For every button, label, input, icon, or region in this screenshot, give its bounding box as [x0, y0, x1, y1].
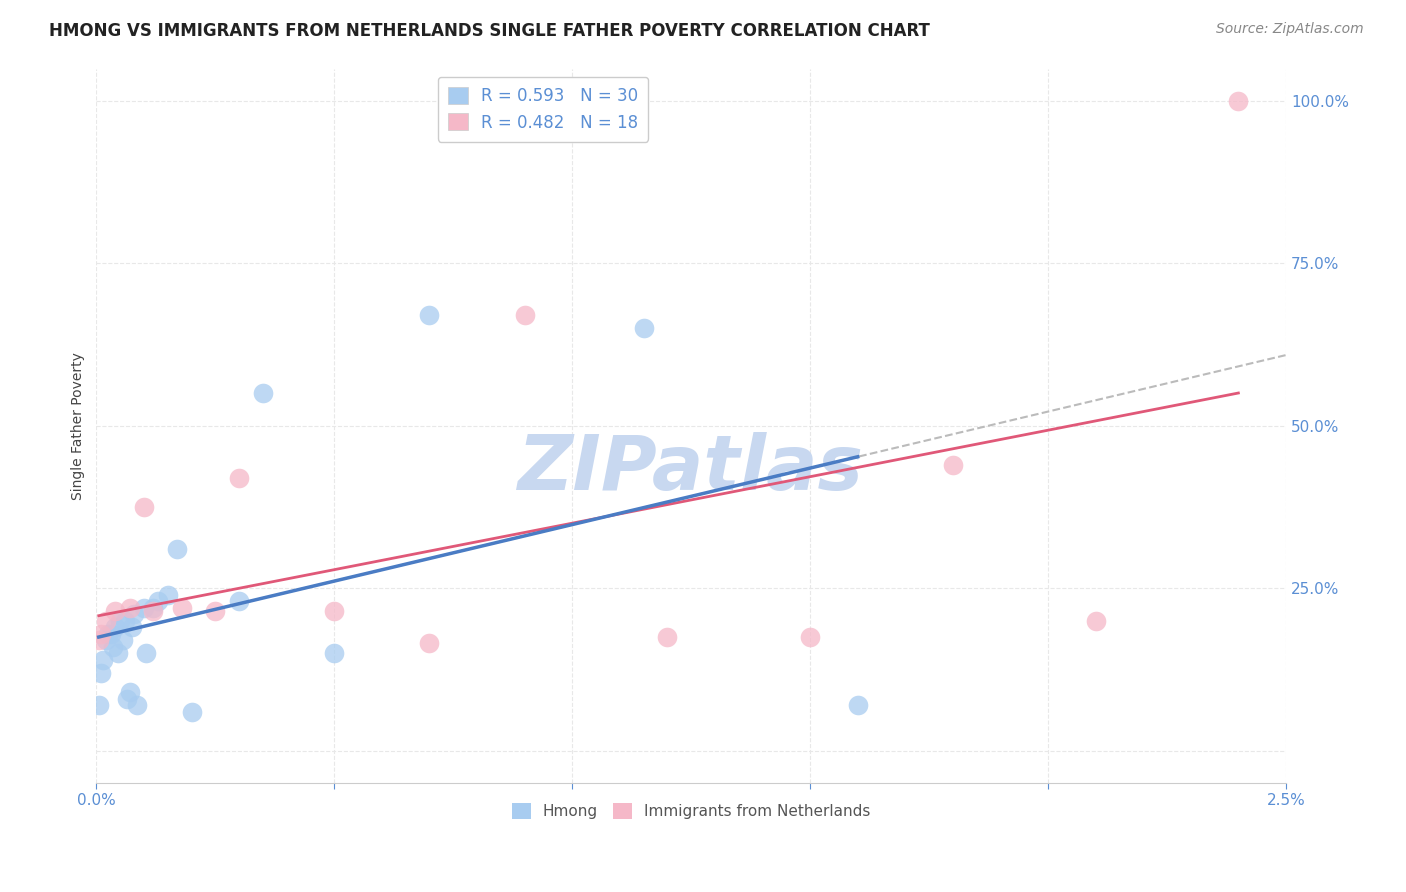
- Point: [104, 604, 127, 618]
- Point: [142, 604, 165, 618]
- Point: [93, 652, 115, 666]
- Point: [94, 614, 117, 628]
- Point: [97, 626, 120, 640]
- Point: [170, 600, 193, 615]
- Point: [104, 620, 127, 634]
- Point: [87, 698, 110, 712]
- Point: [228, 594, 250, 608]
- Point: [132, 600, 155, 615]
- Point: [180, 705, 202, 719]
- Point: [846, 698, 869, 712]
- Point: [942, 458, 965, 472]
- Point: [90, 626, 112, 640]
- Point: [94, 633, 117, 648]
- Text: ZIPatlas: ZIPatlas: [519, 432, 865, 506]
- Point: [142, 600, 165, 615]
- Point: [87, 633, 110, 648]
- Point: [132, 500, 155, 514]
- Text: HMONG VS IMMIGRANTS FROM NETHERLANDS SINGLE FATHER POVERTY CORRELATION CHART: HMONG VS IMMIGRANTS FROM NETHERLANDS SIN…: [49, 22, 931, 40]
- Point: [657, 630, 679, 644]
- Point: [108, 614, 131, 628]
- Point: [633, 321, 655, 335]
- Point: [90, 665, 112, 680]
- Point: [799, 630, 821, 644]
- Point: [228, 471, 250, 485]
- Text: Source: ZipAtlas.com: Source: ZipAtlas.com: [1216, 22, 1364, 37]
- Point: [135, 646, 157, 660]
- Point: [1084, 614, 1107, 628]
- Point: [323, 604, 346, 618]
- Point: [323, 646, 346, 660]
- Point: [166, 542, 188, 557]
- Point: [121, 620, 143, 634]
- Point: [125, 698, 148, 712]
- Point: [100, 626, 122, 640]
- Point: [418, 309, 440, 323]
- Legend: Hmong, Immigrants from Netherlands: Hmong, Immigrants from Netherlands: [506, 797, 876, 825]
- Point: [118, 685, 141, 699]
- Point: [118, 600, 141, 615]
- Point: [252, 386, 274, 401]
- Point: [107, 646, 129, 660]
- Point: [1227, 94, 1250, 108]
- Point: [124, 607, 146, 622]
- Point: [204, 604, 226, 618]
- Y-axis label: Single Father Poverty: Single Father Poverty: [72, 351, 86, 500]
- Point: [513, 309, 536, 323]
- Point: [117, 691, 139, 706]
- Point: [148, 594, 170, 608]
- Point: [418, 636, 440, 650]
- Point: [101, 640, 124, 654]
- Point: [114, 614, 136, 628]
- Point: [156, 588, 179, 602]
- Point: [111, 633, 134, 648]
